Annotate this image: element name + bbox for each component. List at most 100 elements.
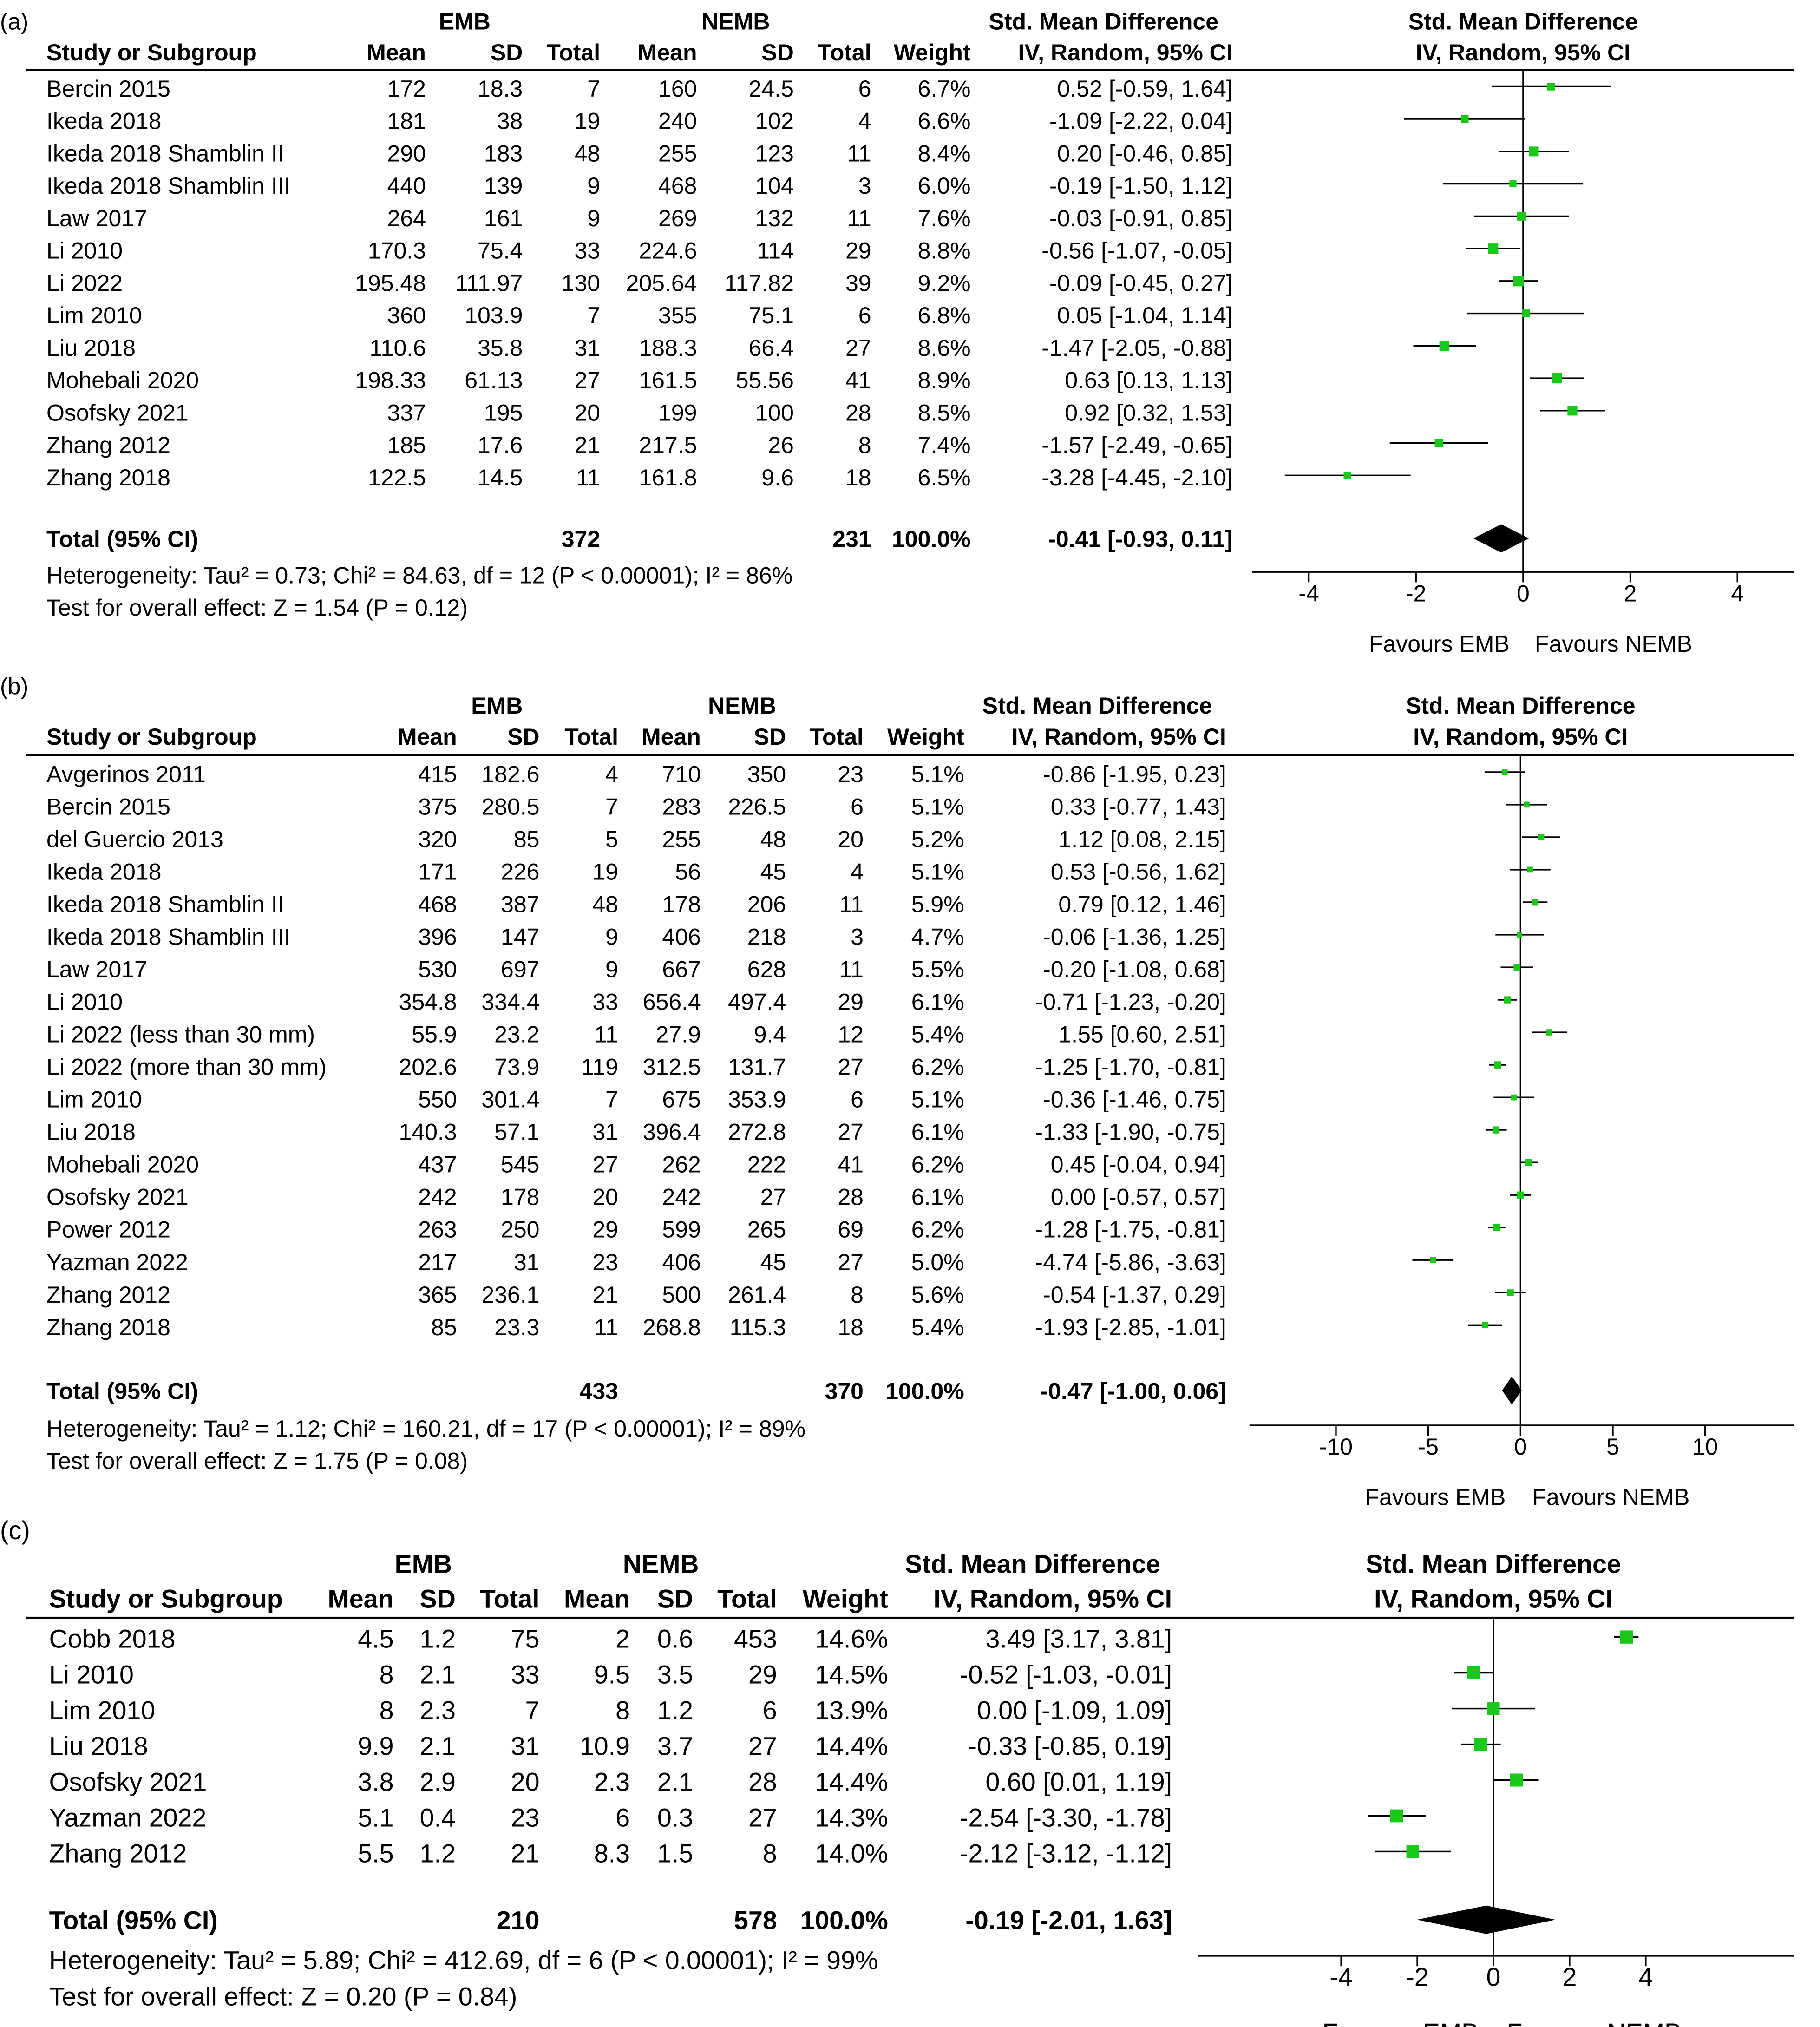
study-cell: 198.33 (355, 367, 426, 394)
study-cell: 7 (605, 794, 618, 820)
study-row: Liu 2018 9.9 2.1 31 10.9 3.7 27 14.4% -0.33 [-0.… (49, 1732, 1501, 1761)
study-cell: 1.2 (657, 1696, 693, 1725)
study-cell: 8.9% (918, 367, 971, 394)
study-name: Li 2022 (less than 30 mm) (46, 1022, 315, 1048)
study-cell: 710 (662, 761, 701, 787)
favours-right-label: Favours NEMB (1532, 1484, 1689, 1510)
effect-marker (1493, 1061, 1501, 1069)
study-cell: 2.1 (420, 1660, 456, 1689)
total-n2: 231 (832, 526, 871, 552)
x-tick-label: -2 (1406, 580, 1426, 606)
study-cell: 26 (768, 432, 794, 458)
column-header-total: Total (480, 1584, 540, 1613)
study-cell: 675 (662, 1087, 701, 1113)
study-name: del Guercio 2013 (46, 826, 223, 852)
study-row: Law 2017 264 161 9 269 132 11 7.6% -0.03 [-0.91,… (46, 205, 1569, 231)
panel-label: (b) (0, 673, 28, 699)
study-cell: 27 (838, 1249, 864, 1275)
study-cell: 104 (755, 173, 793, 199)
effect-marker (1406, 1845, 1419, 1858)
study-cell: 28 (845, 400, 871, 426)
study-cell: 8.8% (918, 238, 971, 264)
study-cell: 123 (755, 140, 793, 166)
study-cell: 530 (418, 957, 457, 983)
effect-marker (1567, 406, 1578, 416)
study-cell: 202.6 (399, 1054, 457, 1080)
study-cell: 195.48 (355, 270, 426, 296)
study-cell: 4 (858, 108, 871, 134)
study-cell: 27 (838, 1054, 864, 1080)
favours-left-label: Favours EMB (1365, 1484, 1506, 1510)
study-cell: 4 (605, 761, 618, 787)
study-name: Li 2022 (46, 270, 123, 296)
study-ci: -2.12 [-3.12, -1.12] (960, 1839, 1172, 1868)
study-cell: 102 (755, 108, 793, 134)
study-cell: 39 (845, 270, 871, 296)
study-cell: 161 (484, 205, 523, 231)
x-tick-label: 0 (1517, 580, 1530, 606)
column-header-sd: SD (420, 1584, 456, 1613)
study-cell: 18 (845, 465, 871, 491)
study-cell: 6 (763, 1696, 777, 1725)
study-cell: 0.4 (420, 1803, 456, 1832)
study-name: Zhang 2018 (46, 465, 170, 491)
study-cell: 23 (592, 1249, 618, 1275)
study-ci: 0.53 [-0.56, 1.62] (1051, 859, 1226, 885)
study-row: Liu 2018 140.3 57.1 31 396.4 272.8 27 6.1% -1.33… (46, 1119, 1507, 1145)
total-n1: 372 (562, 526, 600, 552)
study-cell: 27 (760, 1184, 786, 1210)
column-header-mean: Mean (327, 1584, 393, 1613)
column-header-weight: Weight (887, 724, 964, 750)
study-cell: 280.5 (481, 794, 539, 820)
study-row: Ikeda 2018 Shamblin III 396 147 9 406 218 3 4.7… (46, 924, 1544, 950)
group2-header: NEMB (623, 1549, 699, 1578)
total-n1: 210 (497, 1906, 540, 1935)
study-ci: -1.09 [-2.22, 0.04] (1049, 108, 1233, 134)
effect-marker (1517, 932, 1522, 938)
study-cell: 7 (605, 1087, 618, 1113)
study-cell: 11 (847, 140, 871, 166)
group2-header: NEMB (701, 8, 770, 34)
study-name: Ikeda 2018 Shamblin III (46, 173, 290, 199)
study-ci: -4.74 [-5.86, -3.63] (1035, 1249, 1226, 1275)
study-cell: 48 (760, 826, 786, 852)
study-cell: 61.13 (465, 367, 523, 394)
study-cell: 5.1% (911, 761, 964, 787)
study-cell: 7 (525, 1696, 540, 1725)
overall-effect-text: Test for overall effect: Z = 1.54 (P = 0… (46, 595, 468, 621)
study-cell: 57.1 (494, 1119, 539, 1145)
study-row: Lim 2010 550 301.4 7 675 353.9 6 5.1% -0.36 [-1.… (46, 1087, 1535, 1113)
favours-left-label: Favours EMB (1322, 2018, 1479, 2027)
study-ci: 1.12 [0.08, 2.15] (1058, 826, 1226, 852)
x-tick-label: 10 (1692, 1434, 1718, 1460)
study-cell: 75.4 (478, 238, 523, 264)
study-row: Zhang 2018 122.5 14.5 11 161.8 9.6 18 6.5% -3.28… (46, 465, 1411, 491)
study-ci: -1.28 [-1.75, -0.81] (1035, 1217, 1226, 1243)
study-cell: 8 (380, 1660, 394, 1689)
panel-c: (c) EMB NEMB Std. Mean Difference Std. Mean … (0, 1516, 1794, 2027)
study-cell: 3 (851, 924, 864, 950)
effect-marker (1507, 1289, 1514, 1296)
study-cell: 27 (748, 1732, 777, 1761)
study-cell: 334.4 (481, 989, 539, 1015)
total-weight: 100.0% (892, 526, 971, 552)
study-cell: 38 (497, 108, 523, 134)
study-cell: 115.3 (730, 1314, 786, 1340)
study-cell: 23.3 (494, 1314, 539, 1340)
study-cell: 2.3 (594, 1768, 630, 1797)
study-ci: -0.56 [-1.07, -0.05] (1041, 238, 1232, 264)
study-ci: 0.63 [0.13, 1.13] (1065, 367, 1232, 394)
study-cell: 2.1 (657, 1768, 693, 1797)
panel-label: (c) (0, 1516, 30, 1545)
study-cell: 29 (748, 1660, 777, 1689)
study-name: Lim 2010 (46, 302, 142, 328)
study-cell: 11 (839, 892, 864, 918)
study-cell: 255 (662, 826, 701, 852)
x-tick-label: 5 (1606, 1434, 1619, 1460)
study-cell: 85 (514, 826, 540, 852)
study-cell: 5.4% (911, 1022, 964, 1048)
pooled-diamond (1473, 524, 1529, 553)
study-cell: 21 (592, 1282, 618, 1308)
study-cell: 396.4 (643, 1119, 701, 1145)
